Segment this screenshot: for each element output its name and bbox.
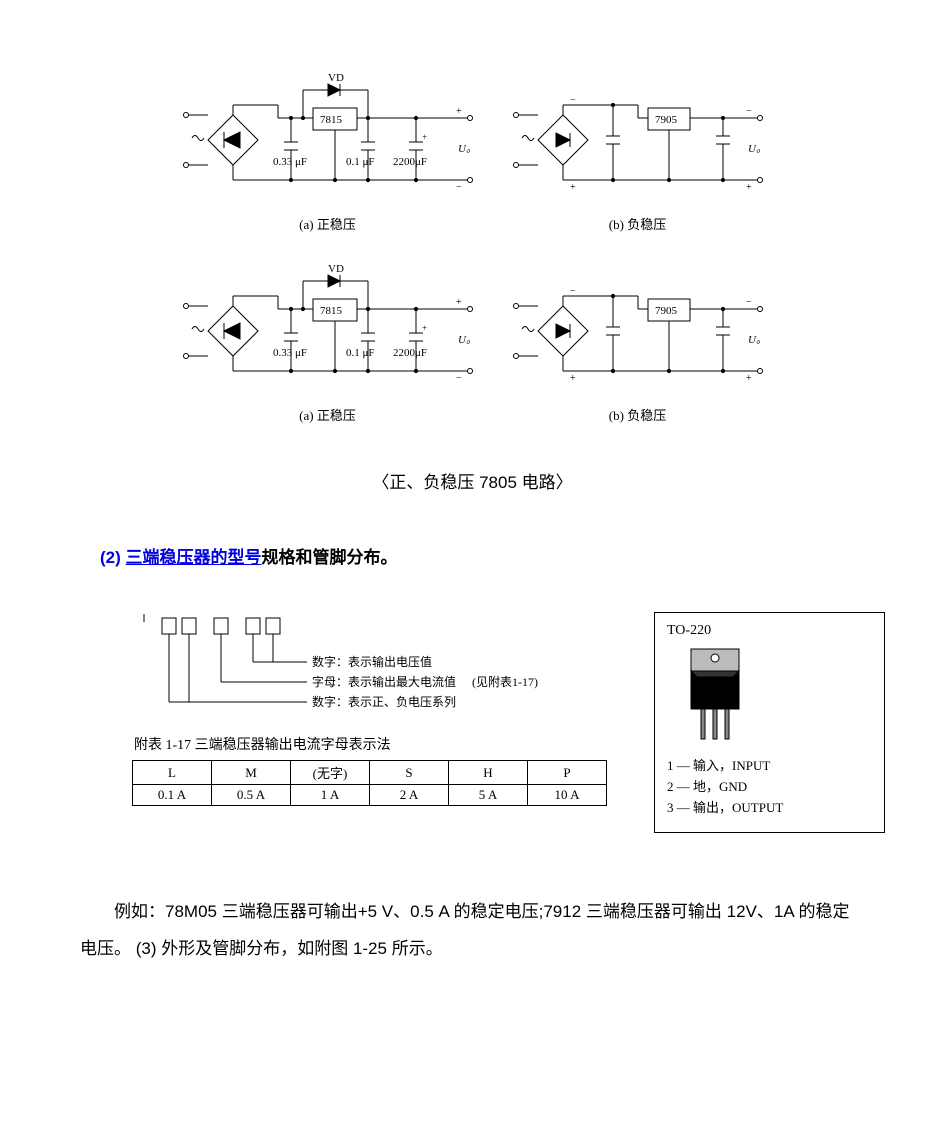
vd-label: VD xyxy=(328,72,344,84)
spec-area: 数字：表示输出电压值 字母：表示输出最大电流值 (见附表1-17) 数字：表示正… xyxy=(132,612,885,833)
col-none: (无字) xyxy=(291,761,370,785)
circuit-row-2: VD 7815 0.33 μF 0.1 μF 2200μF + − U。 + (a… xyxy=(60,261,885,424)
naming-table-title: 附表 1-17 三端稳压器输出电流字母表示法 xyxy=(134,734,632,754)
circuit-negative-svg: 7905 − + − + U。 xyxy=(508,70,768,210)
val-P: 10 A xyxy=(528,785,607,806)
c1-label: 0.33 μF xyxy=(273,156,307,168)
c2-label-2: 0.1 μF xyxy=(346,347,375,359)
svg-text:+: + xyxy=(422,132,427,142)
svg-text:+: + xyxy=(746,182,752,193)
c3-label: 2200μF xyxy=(393,156,427,168)
caption-positive-2: (a) 正稳压 xyxy=(178,405,478,424)
c1-label-2: 0.33 μF xyxy=(273,347,307,359)
to220-icon xyxy=(671,645,761,745)
caption-negative-2: (b) 负稳压 xyxy=(508,405,768,424)
table-row: L M (无字) S H P xyxy=(133,761,607,785)
naming-diagram: 数字：表示输出电压值 字母：表示输出最大电流值 (见附表1-17) 数字：表示正… xyxy=(132,612,632,806)
caption-positive: (a) 正稳压 xyxy=(178,214,478,233)
chip-label: 7815 xyxy=(320,114,343,126)
val-L: 0.1 A xyxy=(133,785,212,806)
circuit-pair-2: VD 7815 0.33 μF 0.1 μF 2200μF + − U。 + (a… xyxy=(60,261,885,424)
section-link[interactable]: 三端稳压器的型号 xyxy=(126,548,262,567)
svg-text:−: − xyxy=(456,373,462,384)
caption-negative: (b) 负稳压 xyxy=(508,214,768,233)
uout-label-2: U。 xyxy=(458,334,477,346)
section-num: (2) xyxy=(100,548,126,567)
circuit-negative-2: 7905 − + − + U。 (b) 负稳压 xyxy=(508,261,768,424)
naming-table: L M (无字) S H P 0.1 A 0.5 A 1 A 2 A 5 A 1… xyxy=(132,760,607,806)
package-box: TO-220 1 — 输入，INPUT 2 — 地，GND xyxy=(654,612,885,833)
pin-3: 3 — 输出，OUTPUT xyxy=(667,797,872,816)
col-P: P xyxy=(528,761,607,785)
c2-label: 0.1 μF xyxy=(346,156,375,168)
svg-text:−: − xyxy=(746,297,752,308)
svg-text:+: + xyxy=(456,106,462,117)
uout-label-neg-2: U。 xyxy=(748,334,767,346)
pin-1: 1 — 输入，INPUT xyxy=(667,755,872,774)
svg-text:+: + xyxy=(570,373,576,384)
circuit-positive-svg: + VD 7815 0.33 μF xyxy=(178,70,478,210)
val-S: 2 A xyxy=(370,785,449,806)
naming-line3: 数字：表示正、负电压系列 xyxy=(312,694,456,709)
naming-line1: 数字：表示输出电压值 xyxy=(312,654,432,669)
table-row: 0.1 A 0.5 A 1 A 2 A 5 A 10 A xyxy=(133,785,607,806)
main-caption: 〈正、负稳压 7805 电路〉 xyxy=(60,468,885,493)
val-M: 0.5 A xyxy=(212,785,291,806)
circuit-positive-2: VD 7815 0.33 μF 0.1 μF 2200μF + − U。 + (a… xyxy=(178,261,478,424)
val-H: 5 A xyxy=(449,785,528,806)
circuit-pair: + VD 7815 0.33 μF xyxy=(60,70,885,233)
col-S: S xyxy=(370,761,449,785)
val-none: 1 A xyxy=(291,785,370,806)
vd-label-2: VD xyxy=(328,263,344,275)
circuit-negative: 7905 − + − + U。 (b) 负稳压 xyxy=(508,70,768,233)
section-2-heading: (2) 三端稳压器的型号规格和管脚分布。 xyxy=(100,543,885,568)
naming-svg: 数字：表示输出电压值 字母：表示输出最大电流值 (见附表1-17) 数字：表示正… xyxy=(132,612,632,722)
svg-text:−: − xyxy=(456,182,462,193)
chip-label-neg: 7905 xyxy=(655,114,678,126)
uout-label: U。 xyxy=(458,143,477,155)
page: + VD 7815 0.33 μF xyxy=(0,0,945,1123)
pin-2: 2 — 地，GND xyxy=(667,776,872,795)
naming-line2-note: (见附表1-17) xyxy=(472,675,538,689)
circuit-row-1: + VD 7815 0.33 μF xyxy=(60,70,885,233)
example-paragraph: 例如：78M05 三端稳压器可输出+5 V、0.5 A 的稳定电压;7912 三… xyxy=(80,893,865,968)
svg-text:+: + xyxy=(456,297,462,308)
svg-text:+: + xyxy=(422,323,427,333)
svg-text:−: − xyxy=(746,106,752,117)
circuit-negative-svg-2: 7905 − + − + U。 xyxy=(508,261,768,401)
circuit-positive: + VD 7815 0.33 μF xyxy=(178,70,478,233)
chip-label-neg-2: 7905 xyxy=(655,305,678,317)
col-H: H xyxy=(449,761,528,785)
col-L: L xyxy=(133,761,212,785)
svg-text:−: − xyxy=(570,286,576,297)
section-rest: 规格和管脚分布。 xyxy=(262,548,398,567)
naming-line2: 字母：表示输出最大电流值 xyxy=(312,674,456,689)
col-M: M xyxy=(212,761,291,785)
svg-text:−: − xyxy=(570,95,576,106)
c3-label-2: 2200μF xyxy=(393,347,427,359)
svg-text:+: + xyxy=(746,373,752,384)
svg-text:+: + xyxy=(570,182,576,193)
package-title: TO-220 xyxy=(667,623,872,639)
uout-label-neg: U。 xyxy=(748,143,767,155)
chip-label-2: 7815 xyxy=(320,305,343,317)
circuit-positive-svg-2: VD 7815 0.33 μF 0.1 μF 2200μF + − U。 + xyxy=(178,261,478,401)
